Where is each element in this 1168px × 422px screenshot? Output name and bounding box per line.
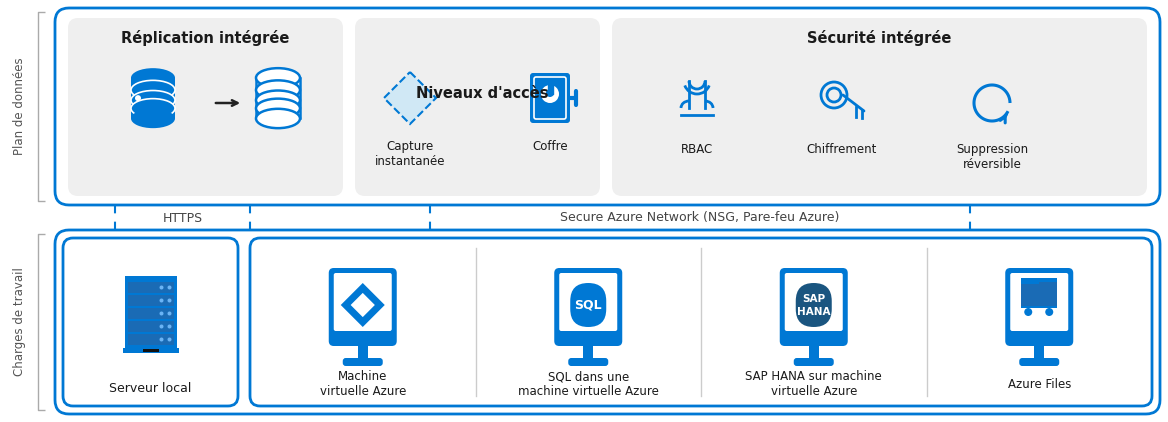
FancyBboxPatch shape — [530, 73, 570, 123]
Bar — [127, 295, 174, 306]
Ellipse shape — [131, 90, 175, 110]
Text: Serveur local: Serveur local — [110, 381, 192, 395]
Text: Azure Files: Azure Files — [1008, 378, 1071, 390]
FancyBboxPatch shape — [250, 238, 1152, 406]
Bar — [357, 346, 368, 358]
Text: Niveaux d'accès: Niveaux d'accès — [416, 86, 549, 100]
Bar — [1034, 346, 1044, 358]
Bar — [127, 321, 174, 332]
Text: Sécurité intégrée: Sécurité intégrée — [807, 30, 952, 46]
Text: Coffre: Coffre — [533, 140, 568, 153]
Circle shape — [160, 286, 164, 289]
Circle shape — [135, 95, 141, 101]
FancyBboxPatch shape — [1010, 273, 1069, 331]
Text: Secure Azure Network (NSG, Pare-feu Azure): Secure Azure Network (NSG, Pare-feu Azur… — [561, 211, 840, 225]
Circle shape — [167, 298, 172, 303]
Bar — [127, 282, 174, 293]
Circle shape — [160, 325, 164, 328]
Ellipse shape — [256, 68, 300, 87]
Text: Machine
virtuelle Azure: Machine virtuelle Azure — [320, 370, 406, 398]
FancyBboxPatch shape — [342, 358, 383, 366]
Ellipse shape — [256, 99, 300, 118]
Bar — [125, 276, 176, 348]
FancyBboxPatch shape — [785, 273, 843, 331]
FancyBboxPatch shape — [68, 18, 343, 196]
Ellipse shape — [131, 68, 175, 87]
Polygon shape — [350, 293, 375, 317]
Circle shape — [541, 85, 559, 103]
FancyBboxPatch shape — [559, 273, 617, 331]
Text: RBAC: RBAC — [681, 143, 714, 156]
Bar — [127, 308, 174, 319]
Text: SQL dans une
machine virtuelle Azure: SQL dans une machine virtuelle Azure — [517, 370, 659, 398]
Bar — [1021, 282, 1057, 306]
Ellipse shape — [131, 109, 175, 128]
Circle shape — [160, 338, 164, 341]
Ellipse shape — [256, 109, 300, 128]
Text: Réplication intégrée: Réplication intégrée — [121, 30, 290, 46]
Circle shape — [167, 325, 172, 328]
Bar — [1021, 278, 1040, 284]
Bar — [127, 334, 174, 345]
FancyBboxPatch shape — [1020, 358, 1059, 366]
Text: SAP HANA sur machine
virtuelle Azure: SAP HANA sur machine virtuelle Azure — [745, 370, 882, 398]
Text: Charges de travail: Charges de travail — [14, 268, 27, 376]
FancyBboxPatch shape — [570, 283, 606, 327]
Text: SQL: SQL — [575, 298, 602, 311]
Circle shape — [545, 89, 554, 97]
Text: HANA: HANA — [797, 307, 830, 317]
Text: Suppression
réversible: Suppression réversible — [955, 143, 1028, 171]
Bar — [142, 349, 159, 352]
FancyBboxPatch shape — [55, 8, 1160, 205]
FancyBboxPatch shape — [555, 268, 623, 346]
Bar — [256, 78, 300, 119]
Bar — [1021, 278, 1057, 308]
Text: SAP: SAP — [802, 294, 826, 304]
FancyBboxPatch shape — [569, 358, 609, 366]
Circle shape — [167, 286, 172, 289]
FancyBboxPatch shape — [55, 230, 1160, 414]
FancyBboxPatch shape — [355, 18, 600, 196]
FancyBboxPatch shape — [780, 268, 848, 346]
Text: Capture
instantanée: Capture instantanée — [375, 140, 445, 168]
Polygon shape — [384, 72, 436, 124]
Text: Chiffrement: Chiffrement — [807, 143, 877, 156]
FancyBboxPatch shape — [1006, 268, 1073, 346]
FancyBboxPatch shape — [334, 273, 391, 331]
FancyBboxPatch shape — [612, 18, 1147, 196]
Ellipse shape — [131, 99, 175, 118]
Bar — [131, 78, 175, 119]
Circle shape — [1045, 308, 1054, 316]
Text: HTTPS: HTTPS — [162, 211, 202, 225]
Circle shape — [167, 311, 172, 316]
Bar — [808, 346, 819, 358]
Bar — [123, 348, 179, 353]
FancyBboxPatch shape — [328, 268, 397, 346]
Ellipse shape — [131, 80, 175, 100]
Text: Plan de données: Plan de données — [14, 58, 27, 155]
Ellipse shape — [256, 80, 300, 100]
Ellipse shape — [256, 90, 300, 110]
Circle shape — [167, 338, 172, 341]
FancyBboxPatch shape — [795, 283, 832, 327]
Circle shape — [1024, 308, 1033, 316]
FancyBboxPatch shape — [794, 358, 834, 366]
Circle shape — [160, 311, 164, 316]
Bar — [583, 346, 593, 358]
FancyBboxPatch shape — [63, 238, 238, 406]
Polygon shape — [341, 283, 384, 327]
Circle shape — [160, 298, 164, 303]
